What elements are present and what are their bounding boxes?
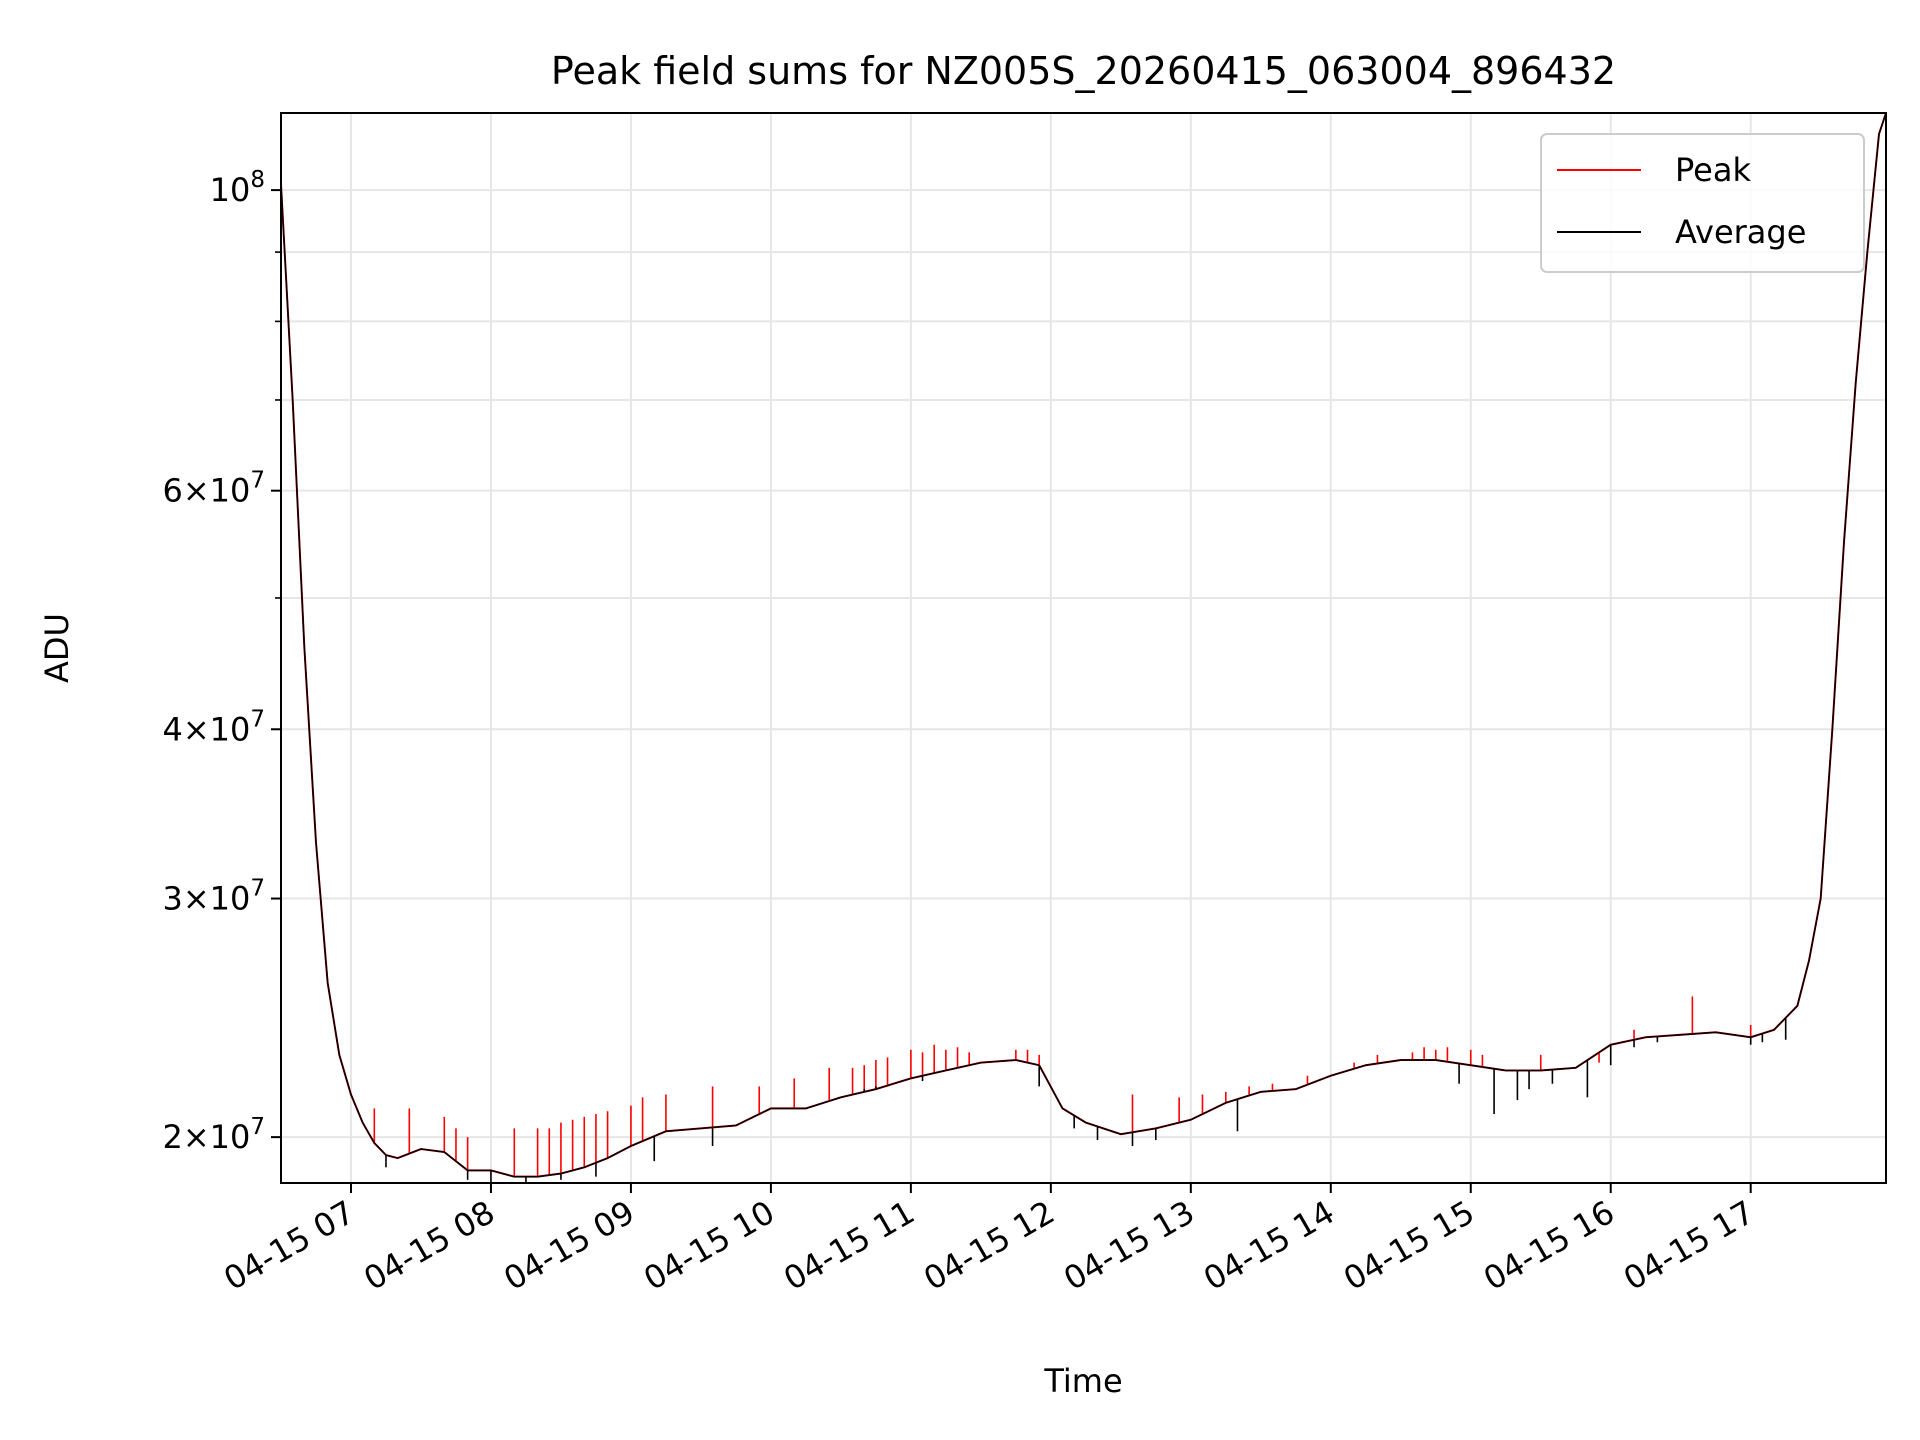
y-tick-label: 2×107: [162, 1114, 265, 1156]
y-tick-label: 3×107: [162, 876, 265, 918]
average-line: [281, 113, 1886, 1178]
y-tick-label: 108: [210, 167, 265, 209]
legend-label-average: Average: [1675, 213, 1806, 251]
y-tick-label: 4×107: [162, 706, 265, 748]
series-average: [281, 113, 1886, 1183]
series-layer: [281, 113, 1886, 1183]
chart-title: Peak field sums for NZ005S_20260415_0630…: [551, 49, 1616, 93]
x-axis-label: Time: [1043, 1362, 1122, 1400]
legend: Peak Average: [1540, 133, 1865, 273]
plot-frame: [280, 112, 1887, 1184]
y-axis-label: ADU: [38, 613, 76, 683]
y-tick-label: 6×107: [162, 468, 265, 510]
legend-box: [1540, 133, 1865, 273]
legend-label-peak: Peak: [1675, 151, 1751, 189]
